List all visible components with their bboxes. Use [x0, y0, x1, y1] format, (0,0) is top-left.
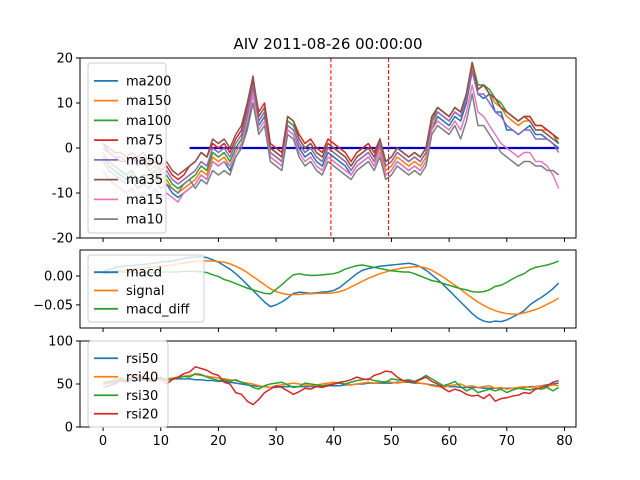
legend: rsi50 rsi40 rsi30 rsi20: [88, 341, 168, 427]
legend-label: ma15: [126, 193, 163, 208]
x-tick-label: 80: [556, 434, 573, 449]
legend-label: rsi20: [126, 407, 158, 422]
y-tick-label: 50: [56, 378, 73, 393]
legend-label: signal: [126, 284, 164, 299]
y-tick-label: 20: [56, 52, 73, 67]
legend-label: macd: [126, 266, 162, 281]
y-tick-label: 10: [56, 97, 73, 112]
legend-label: rsi30: [126, 389, 158, 404]
y-tick-label: 0: [65, 421, 73, 436]
legend: macd signal macd_diff: [88, 255, 204, 322]
x-tick-label: 70: [499, 434, 516, 449]
legend-label: ma200: [126, 74, 171, 89]
legend: ma200 ma150 ma100 ma75 ma50 ma35 ma15 ma10: [88, 63, 171, 233]
y-tick-label: 100: [48, 335, 73, 350]
x-tick-label: 30: [268, 434, 285, 449]
x-tick-label: 20: [210, 434, 227, 449]
x-tick-label: 60: [441, 434, 458, 449]
legend-label: ma100: [126, 114, 171, 129]
legend-label: ma50: [126, 153, 163, 168]
legend-label: rsi40: [126, 370, 158, 385]
x-tick-label: 10: [152, 434, 169, 449]
x-tick-label: 50: [383, 434, 400, 449]
legend-label: macd_diff: [126, 302, 190, 317]
legend-label: ma75: [126, 134, 163, 149]
y-tick-label: 0.00: [44, 270, 73, 285]
legend-label: ma10: [126, 213, 163, 228]
legend-label: rsi50: [126, 352, 158, 367]
x-tick-label: 0: [99, 434, 107, 449]
y-tick-label: -10: [52, 187, 73, 202]
y-tick-label: −0.05: [33, 298, 73, 313]
x-tick-label: 40: [325, 434, 342, 449]
legend-label: ma35: [126, 173, 163, 188]
y-tick-label: 0: [65, 142, 73, 157]
y-tick-label: -20: [52, 232, 73, 247]
chart-title: AIV 2011-08-26 00:00:00: [233, 35, 422, 53]
legend-label: ma150: [126, 94, 171, 109]
